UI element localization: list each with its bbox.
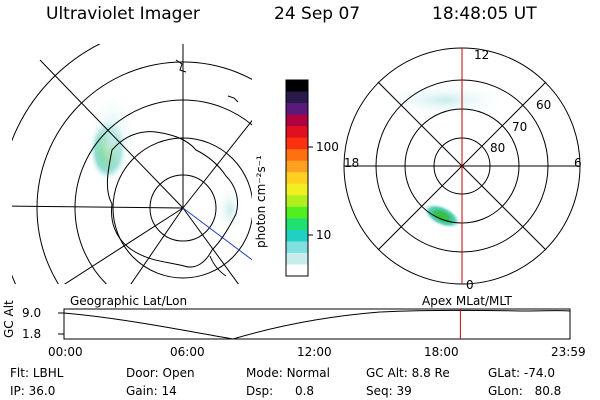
info-ip-value: 36.0 xyxy=(28,384,56,398)
geo-meridian xyxy=(63,207,184,284)
info-filter-label: Flt: xyxy=(10,366,29,380)
mlt-label-top: 12 xyxy=(474,48,490,62)
apex-map xyxy=(343,47,581,285)
colorbar-frame xyxy=(285,79,309,277)
info-ip-label: IP: xyxy=(10,384,25,398)
info-glat-value: -74.0 xyxy=(523,366,555,380)
colorbar-stripe xyxy=(286,218,308,231)
info-gc-alt-label: GC Alt: xyxy=(366,366,408,380)
info-glon-value: 80.8 xyxy=(534,384,562,398)
time-tick-label: 06:00 xyxy=(170,345,205,359)
colorbar-stripe xyxy=(286,114,308,127)
geo-meridian xyxy=(182,207,239,284)
island-outline xyxy=(227,95,239,103)
colorbar-stripe xyxy=(286,252,308,265)
info-seq: Seq: 39 xyxy=(366,384,412,398)
colorbar-stripe xyxy=(286,229,308,242)
info-dsp-value: 0.8 xyxy=(294,384,315,398)
colorbar-tick-label: 100 xyxy=(316,140,339,154)
colorbar-unit-label: photon cm⁻²s⁻¹ xyxy=(254,155,268,248)
info-gain-label: Gain: xyxy=(126,384,158,398)
time-label: 18:48:05 UT xyxy=(432,4,537,24)
mag-lat-label: 80 xyxy=(490,141,506,155)
geo-plot-label: Geographic Lat/Lon xyxy=(70,294,188,308)
aurora-arc-mag xyxy=(380,82,510,118)
altitude-frame xyxy=(63,308,571,340)
info-gain: Gain: 14 xyxy=(126,384,177,398)
aurora-haze-geo xyxy=(86,90,138,190)
aurora-patch-mag xyxy=(423,203,461,229)
info-glat: GLat: -74.0 xyxy=(488,366,555,380)
mag-plot-label: Apex MLat/MLT xyxy=(422,294,512,308)
info-door-value: Open xyxy=(162,366,195,380)
geographic-map xyxy=(12,44,252,284)
geo-meridian xyxy=(39,59,184,209)
altitude-axis-label: GC Alt xyxy=(2,300,16,338)
colorbar-tick-label: 10 xyxy=(316,228,332,242)
colorbar-stripe xyxy=(286,172,308,185)
colorbar-stripe xyxy=(286,241,308,254)
colorbar-stripe xyxy=(286,183,308,196)
colorbar-stripe xyxy=(286,149,308,162)
antarctica-coastline xyxy=(106,131,239,268)
date-label: 24 Sep 07 xyxy=(274,4,361,24)
info-mode-label: Mode: xyxy=(246,366,283,380)
info-filter-value: LBHL xyxy=(32,366,64,380)
info-seq-value: 39 xyxy=(396,384,412,398)
colorbar-stripe xyxy=(286,126,308,139)
info-gc-alt: GC Alt: 8.8 Re xyxy=(366,366,450,380)
mlt-label-bottom: 0 xyxy=(466,278,474,292)
colorbar-stripe xyxy=(286,160,308,173)
island-outline xyxy=(175,59,187,73)
time-tick-label: 18:00 xyxy=(424,345,459,359)
geo-meridian xyxy=(182,119,252,209)
info-filter: Flt: LBHL xyxy=(10,366,63,380)
instrument-title: Ultraviolet Imager xyxy=(46,4,200,24)
info-glon: GLon: 80.8 xyxy=(488,384,561,398)
time-tick-label: 23:59 xyxy=(551,345,586,359)
mlt-label-right: 6 xyxy=(574,156,582,170)
altitude-tick-label: 1.8 xyxy=(22,327,42,341)
aurora-haze-geo-2 xyxy=(216,186,244,234)
antarctic-peninsula xyxy=(209,255,227,277)
colorbar-stripe xyxy=(286,137,308,150)
colorbar-stripe xyxy=(286,80,308,93)
info-door: Door: Open xyxy=(126,366,195,380)
altitude-curve xyxy=(63,309,571,340)
altitude-plot xyxy=(58,308,571,340)
geo-meridian xyxy=(12,205,184,209)
geo-meridian xyxy=(130,207,184,284)
colorbar xyxy=(285,79,313,277)
time-tick-label: 12:00 xyxy=(297,345,332,359)
info-dsp-label: Dsp: xyxy=(246,384,274,398)
info-dsp: Dsp: 0.8 xyxy=(246,384,314,398)
sun-direction-line xyxy=(182,207,252,261)
info-seq-label: Seq: xyxy=(366,384,393,398)
altitude-tick-label: 9.0 xyxy=(22,306,42,320)
mlt-label-left: 18 xyxy=(344,156,360,170)
info-ip: IP: 36.0 xyxy=(10,384,55,398)
colorbar-stripe xyxy=(286,264,308,277)
colorbar-stripe xyxy=(286,206,308,219)
colorbar-stripe xyxy=(286,195,308,208)
info-glat-label: GLat: xyxy=(488,366,521,380)
mag-lat-label: 60 xyxy=(536,98,552,112)
info-gc-alt-value: 8.8 Re xyxy=(411,366,450,380)
info-gain-value: 14 xyxy=(161,384,177,398)
info-mode: Mode: Normal xyxy=(246,366,330,380)
info-door-label: Door: xyxy=(126,366,159,380)
info-glon-label: GLon: xyxy=(488,384,523,398)
mag-lat-label: 70 xyxy=(512,120,528,134)
info-mode-value: Normal xyxy=(286,366,330,380)
colorbar-stripe xyxy=(286,103,308,116)
colorbar-stripe xyxy=(286,91,308,104)
time-tick-label: 00:00 xyxy=(48,345,83,359)
